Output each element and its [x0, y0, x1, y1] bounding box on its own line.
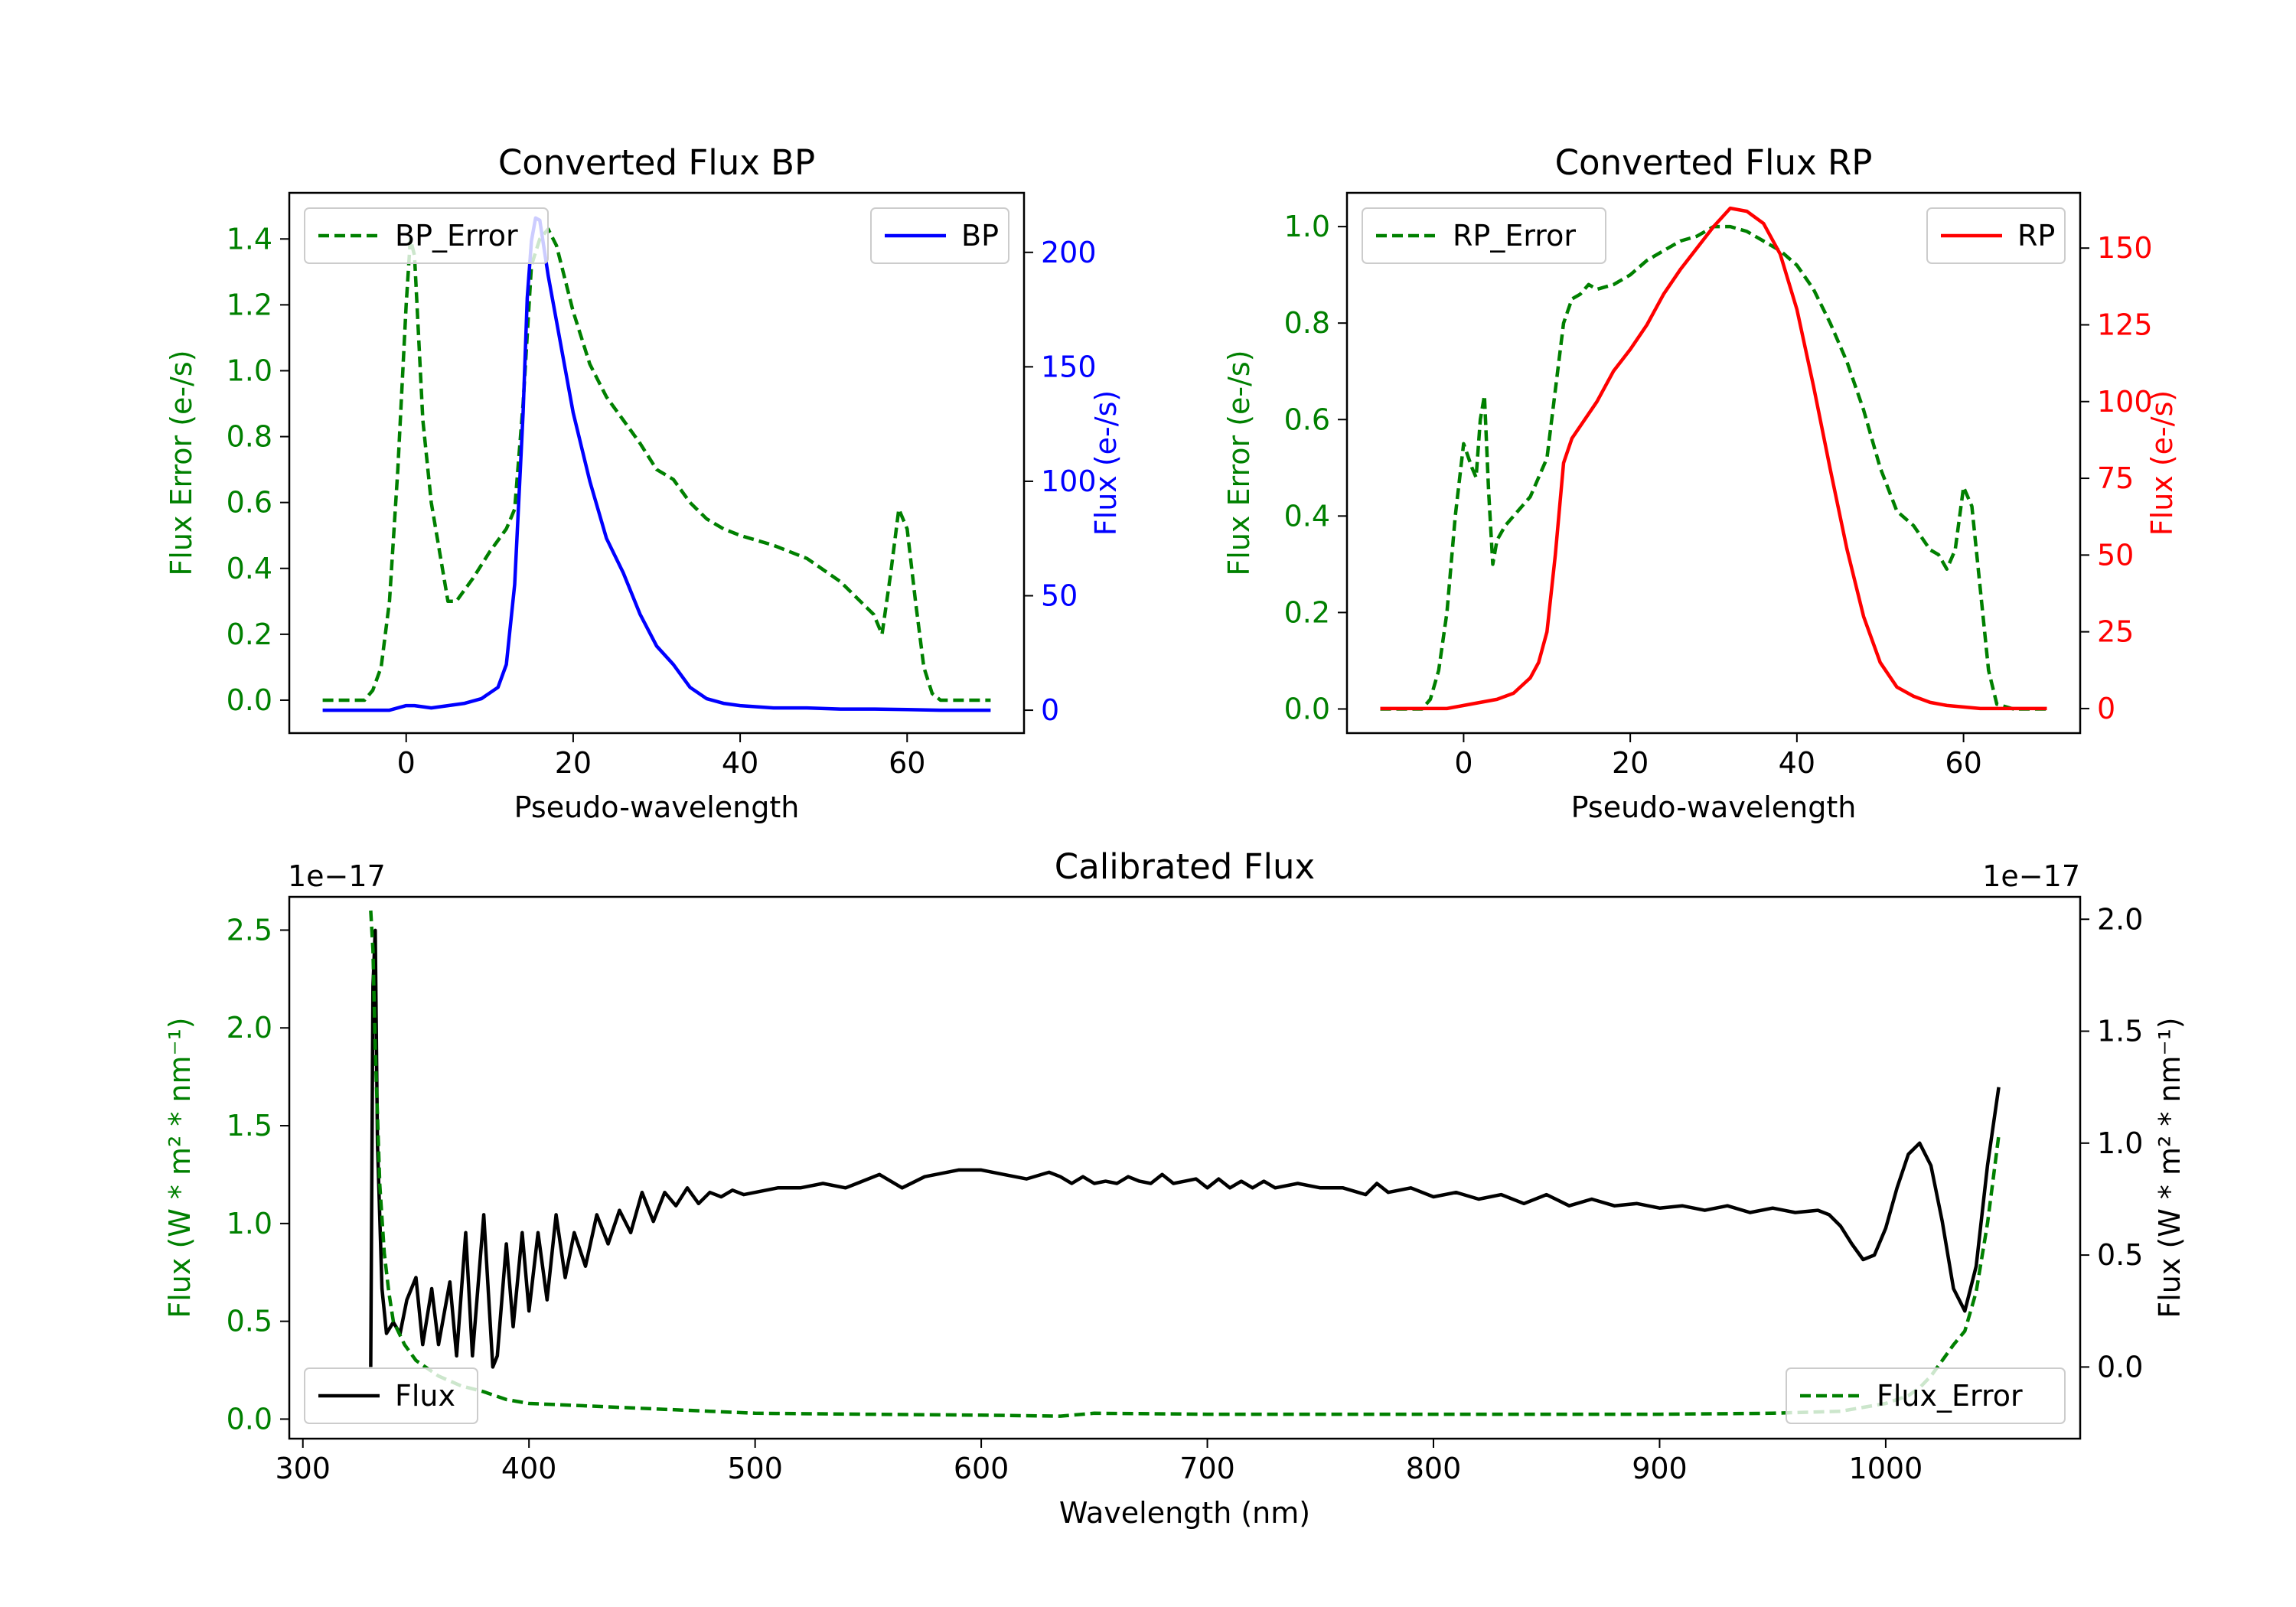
bp-axes-frame — [288, 191, 1026, 735]
x-tick-label: 400 — [501, 1452, 557, 1485]
x-tick-label: 20 — [555, 746, 592, 780]
x-tick-label: 20 — [1612, 746, 1649, 780]
y-left-tick-label: 0.0 — [1284, 692, 1330, 725]
y-left-tick-label: 1.4 — [227, 222, 272, 256]
x-tick-label: 60 — [889, 746, 925, 780]
legend-label: RP_Error — [1453, 219, 1576, 253]
cal-title: Calibrated Flux — [1055, 846, 1315, 887]
bp-panel: BP_Error BP — [280, 191, 1033, 742]
legend-label: RP — [2017, 219, 2055, 253]
y-left-tick-label: 0.8 — [227, 420, 272, 454]
bp-legend-left: BP_Error — [304, 207, 549, 264]
rp-y-right-axis-label: Flux (e-/s) — [2145, 390, 2179, 536]
bp-title: Converted Flux BP — [498, 142, 815, 183]
legend-label: BP_Error — [395, 219, 518, 253]
y-right-tick-label: 0 — [1041, 693, 1059, 727]
x-tick-label: 0 — [1454, 746, 1473, 780]
y-right-tick-label: 125 — [2097, 308, 2153, 341]
y-right-tick-label: 0.0 — [2097, 1350, 2143, 1384]
x-tick-label: 40 — [1779, 746, 1815, 780]
y-right-tick-label: 150 — [1041, 350, 1097, 383]
x-tick-label: 40 — [722, 746, 758, 780]
x-tick-label: 700 — [1179, 1452, 1235, 1485]
y-left-tick-label: 0.2 — [1284, 595, 1330, 629]
x-tick-label: 1000 — [1849, 1452, 1923, 1485]
y-right-tick-label: 100 — [1041, 464, 1097, 498]
y-left-tick-label: 0.5 — [227, 1305, 272, 1338]
cal-panel: Flux Flux_Error — [280, 895, 2089, 1448]
series-rp-error-line — [1380, 224, 2047, 711]
y-right-tick-label: 25 — [2097, 615, 2134, 649]
x-tick-label: 300 — [275, 1452, 331, 1485]
bp-y-right-axis-label: Flux (e-/s) — [1089, 390, 1123, 536]
y-left-tick-label: 0.0 — [227, 683, 272, 717]
x-tick-label: 500 — [727, 1452, 783, 1485]
cal-x-axis-label: Wavelength (nm) — [1059, 1496, 1310, 1530]
y-left-tick-label: 1.2 — [227, 288, 272, 321]
y-right-tick-label: 0 — [2097, 692, 2115, 725]
y-right-tick-label: 150 — [2097, 231, 2153, 265]
cal-legend-right: Flux_Error — [1786, 1367, 2066, 1424]
cal-y-left-axis-label: Flux (W * m² * nm⁻¹) — [163, 1017, 197, 1318]
rp-title: Converted Flux RP — [1555, 142, 1873, 183]
legend-label: Flux — [395, 1379, 455, 1413]
y-right-tick-label: 100 — [2097, 385, 2153, 419]
y-right-tick-label: 50 — [2097, 538, 2134, 572]
rp-panel: RP_Error RP — [1338, 191, 2089, 742]
y-left-tick-label: 1.5 — [227, 1109, 272, 1143]
y-left-tick-label: 0.0 — [227, 1402, 272, 1436]
y-right-tick-label: 1.0 — [2097, 1126, 2143, 1160]
y-left-tick-label: 0.8 — [1284, 306, 1330, 340]
rp-legend-left: RP_Error — [1362, 207, 1606, 264]
x-tick-label: 0 — [397, 746, 416, 780]
y-left-tick-label: 0.6 — [227, 486, 272, 520]
cal-y-right-axis-label: Flux (W * m² * nm⁻¹) — [2153, 1017, 2187, 1318]
bp-legend-right: BP — [870, 207, 1009, 264]
legend-box — [1362, 207, 1606, 264]
x-tick-label: 60 — [1945, 746, 1981, 780]
y-right-tick-label: 2.0 — [2097, 902, 2143, 936]
cal-axes-frame — [288, 895, 2082, 1440]
series-rp-line — [1380, 206, 2047, 711]
bp-y-left-axis-label: Flux Error (e-/s) — [165, 350, 198, 575]
y-right-tick-label: 1.5 — [2097, 1015, 2143, 1048]
y-left-tick-label: 0.2 — [227, 618, 272, 651]
y-left-tick-label: 1.0 — [227, 1207, 272, 1240]
series-bp-line — [322, 216, 991, 712]
y-left-tick-label: 2.5 — [227, 913, 272, 947]
y-right-tick-label: 50 — [1041, 579, 1078, 613]
y-right-offset-label: 1e−17 — [1982, 859, 2080, 893]
x-tick-label: 800 — [1406, 1452, 1462, 1485]
legend-box — [1786, 1367, 2066, 1424]
legend-box — [304, 207, 549, 264]
y-left-tick-label: 1.0 — [1284, 210, 1330, 243]
rp-axes-frame — [1345, 191, 2082, 735]
y-left-tick-label: 0.4 — [227, 552, 272, 585]
legend-box — [304, 1367, 478, 1424]
cal-legend-left: Flux — [304, 1367, 478, 1424]
bp-x-axis-label: Pseudo-wavelength — [514, 790, 800, 824]
rp-legend-right: RP — [1926, 207, 2066, 264]
y-right-tick-label: 75 — [2097, 461, 2134, 495]
rp-y-left-axis-label: Flux Error (e-/s) — [1222, 350, 1256, 575]
rp-x-axis-label: Pseudo-wavelength — [1571, 790, 1857, 824]
y-left-tick-label: 2.0 — [227, 1011, 272, 1045]
series-flux-line — [369, 928, 2001, 1369]
y-right-tick-label: 0.5 — [2097, 1238, 2143, 1272]
x-tick-label: 600 — [954, 1452, 1009, 1485]
y-left-tick-label: 0.4 — [1284, 499, 1330, 533]
y-right-tick-label: 200 — [1041, 236, 1097, 269]
legend-label: BP — [961, 219, 999, 253]
y-left-tick-label: 0.6 — [1284, 403, 1330, 436]
x-tick-label: 900 — [1632, 1452, 1688, 1485]
legend-label: Flux_Error — [1877, 1379, 2023, 1413]
y-left-tick-label: 1.0 — [227, 354, 272, 387]
y-left-offset-label: 1e−17 — [288, 859, 386, 893]
